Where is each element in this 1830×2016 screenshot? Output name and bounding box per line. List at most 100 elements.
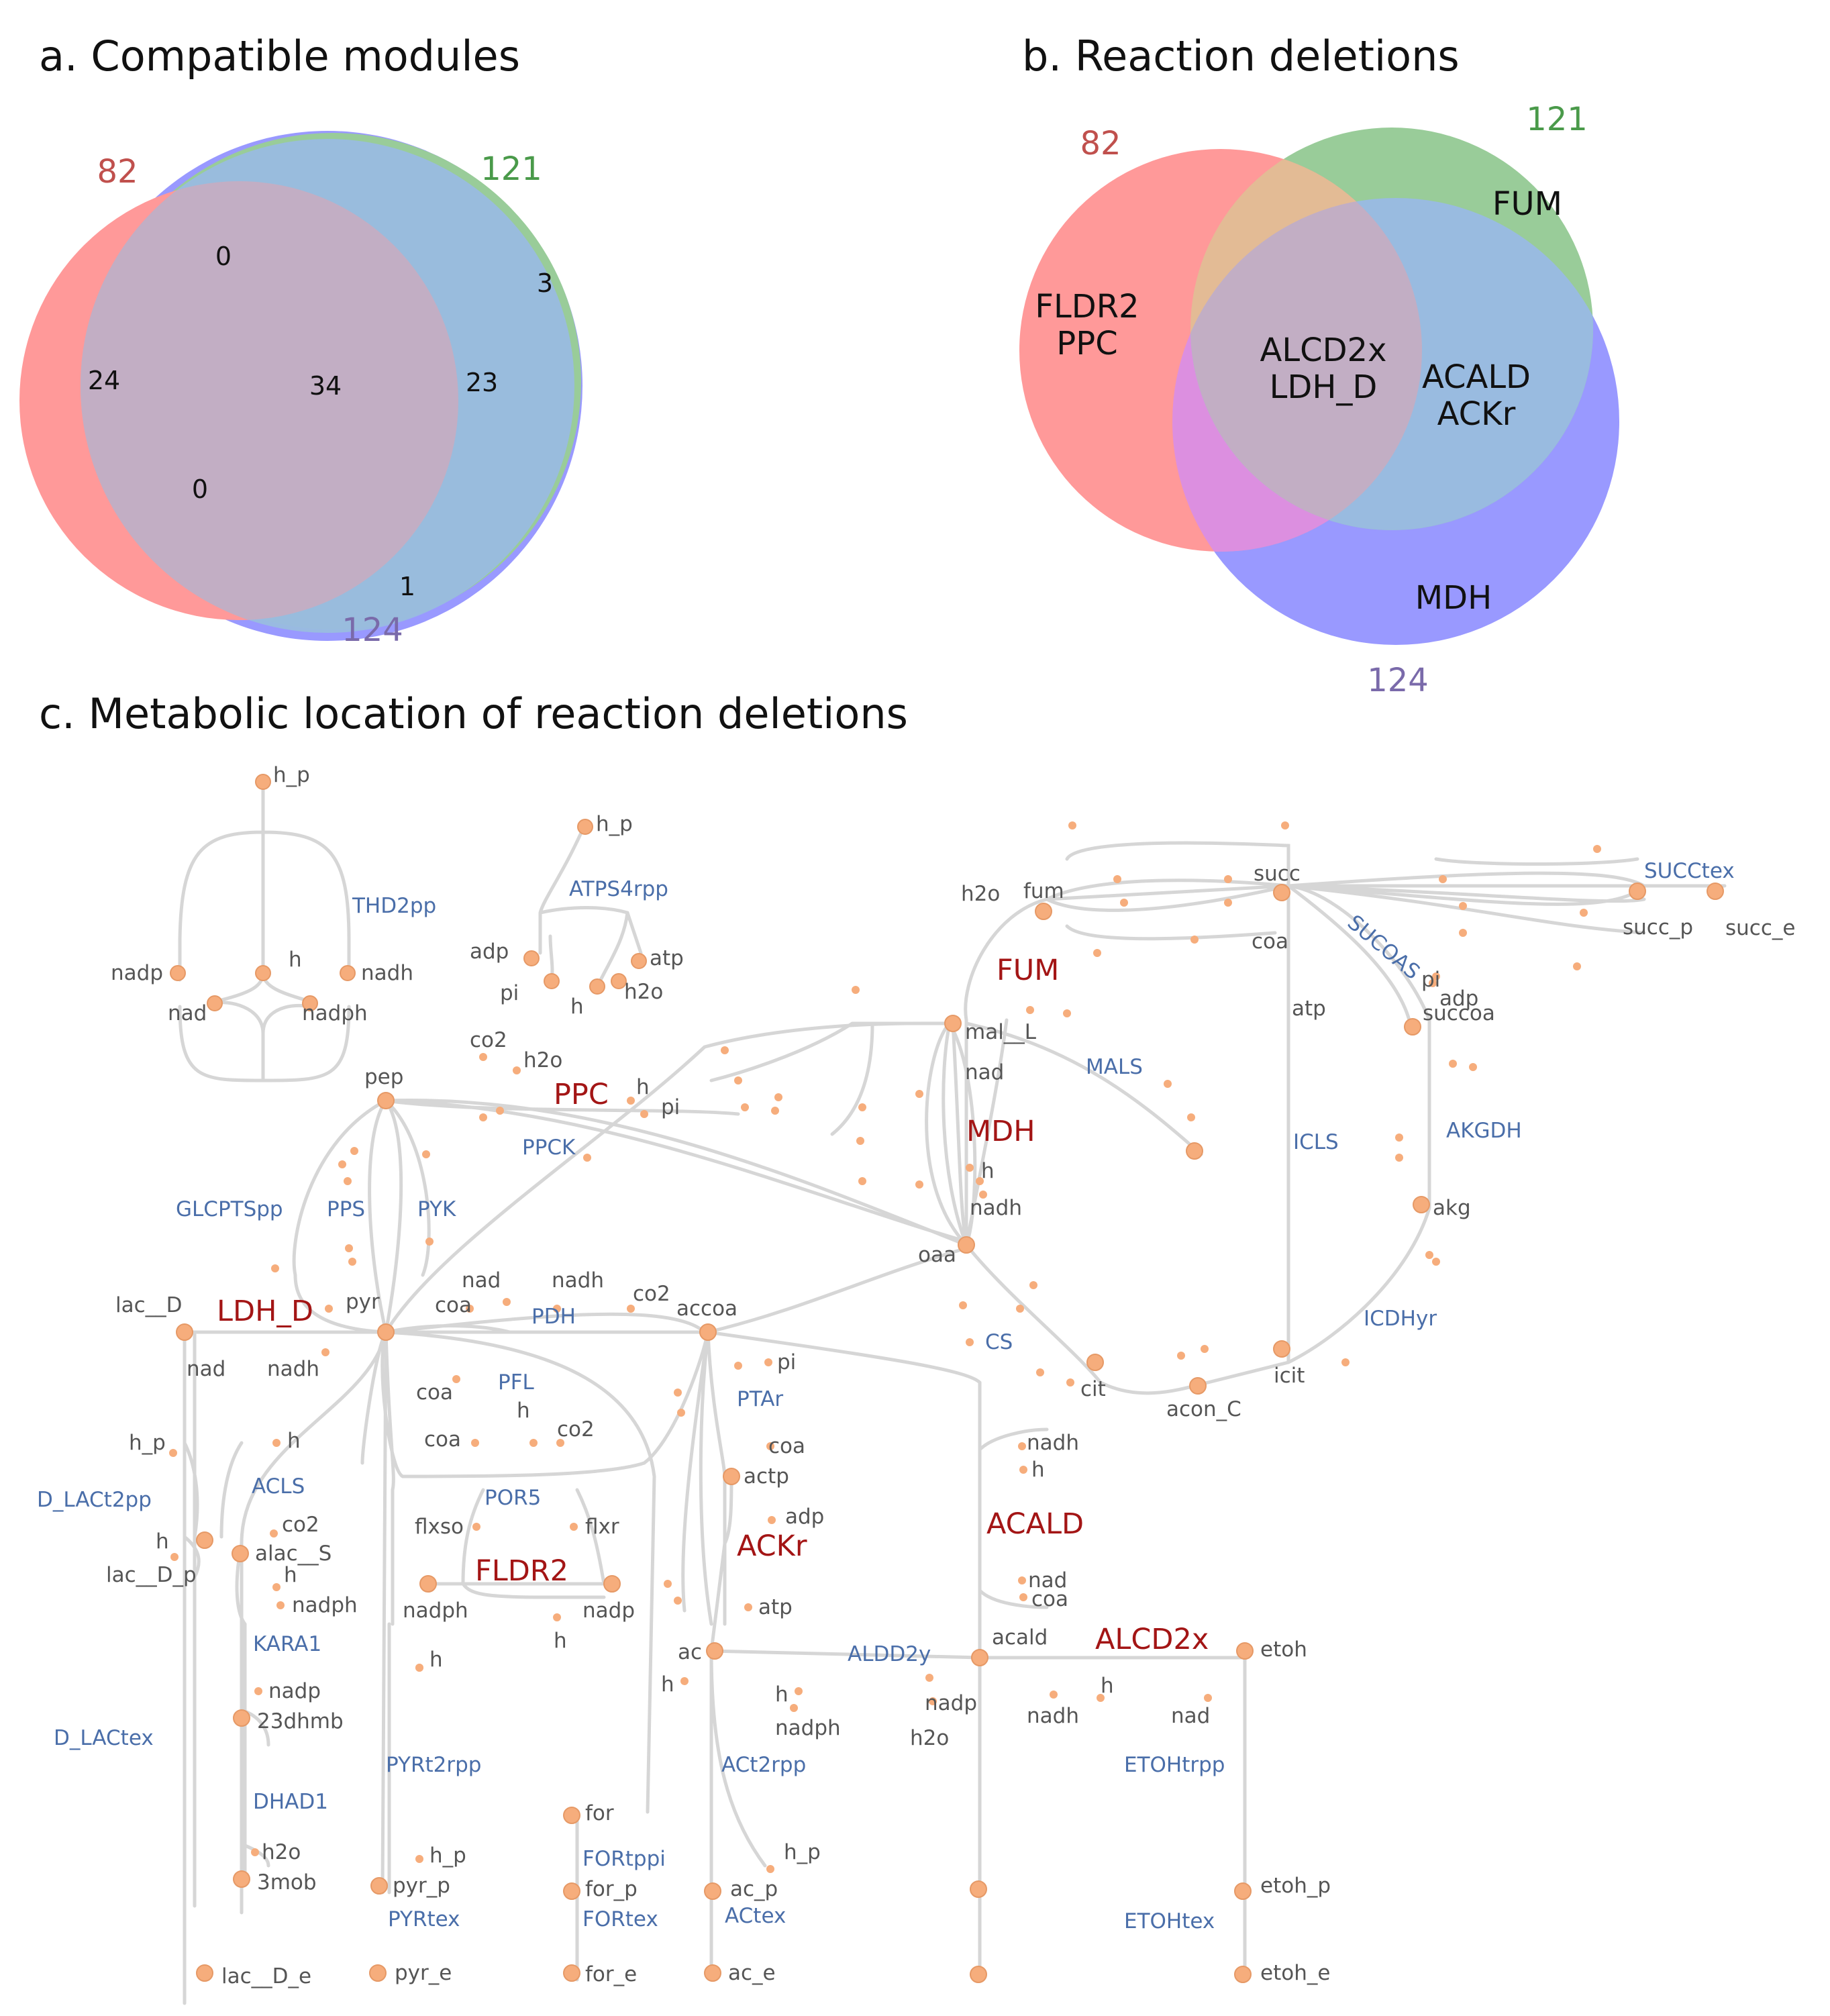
metabolite-label: etoh_p bbox=[1260, 1874, 1331, 1898]
panel-a-title: a. Compatible modules bbox=[39, 32, 520, 81]
metabolite-label: h bbox=[775, 1682, 789, 1707]
metabolite-label: ac_e bbox=[728, 1961, 776, 1985]
metabolite-label: h_p bbox=[129, 1431, 166, 1455]
metabolite-label: h2o bbox=[624, 980, 663, 1004]
metabolite-label: nadh bbox=[552, 1268, 604, 1293]
reaction-label: GLCPTSpp bbox=[176, 1197, 283, 1221]
venn-a-green-blue: 23 bbox=[466, 368, 498, 397]
deletion-PPC: PPC bbox=[554, 1078, 609, 1111]
reaction-label: ACtex bbox=[725, 1904, 786, 1928]
metabolite-label: nad bbox=[462, 1268, 501, 1293]
metabolite-label: pep bbox=[364, 1065, 403, 1089]
metabolite-label: pyr bbox=[346, 1290, 380, 1314]
deletion-LDH_D: LDH_D bbox=[217, 1295, 313, 1328]
metabolite-label: nadh bbox=[361, 961, 413, 985]
deletion-FLDR2: FLDR2 bbox=[475, 1554, 568, 1588]
metabolite-label: succ bbox=[1254, 862, 1301, 886]
venn-a-red-blue: 0 bbox=[192, 474, 208, 504]
reaction-label: PYK bbox=[417, 1197, 456, 1221]
metabolite-label: alac__S bbox=[255, 1542, 332, 1566]
metabolite-label: nad bbox=[965, 1060, 1004, 1085]
metabolite-label: fum bbox=[1023, 879, 1064, 903]
reaction-label: AKGDH bbox=[1446, 1119, 1522, 1143]
metabolite-label: coa bbox=[435, 1293, 472, 1317]
metabolite-label: acald bbox=[992, 1625, 1048, 1650]
metabolite-label: coa bbox=[424, 1427, 461, 1452]
metabolite-label: h bbox=[636, 1075, 650, 1099]
panel-c: c. Metabolic location of reaction deleti… bbox=[37, 689, 1795, 2005]
reaction-label: ICDHyr bbox=[1364, 1307, 1437, 1331]
reaction-label: PPS bbox=[327, 1197, 365, 1221]
metabolite-label: flxso bbox=[415, 1515, 464, 1539]
reaction-label: PDH bbox=[531, 1305, 576, 1329]
reaction-label: THD2pp bbox=[352, 894, 436, 918]
reaction-label: MALS bbox=[1086, 1055, 1143, 1079]
metabolite-label: co2 bbox=[557, 1417, 595, 1442]
panel-b-title: b. Reaction deletions bbox=[1022, 32, 1460, 81]
metabolite-label: nadp bbox=[582, 1599, 635, 1623]
metabolite-label: nad bbox=[1171, 1704, 1210, 1728]
metabolite-label: nadph bbox=[775, 1716, 841, 1740]
metabolite-label: adp bbox=[470, 940, 509, 964]
reaction-label: ETOHtex bbox=[1124, 1909, 1215, 1933]
metabolite-label: pyr_p bbox=[393, 1874, 450, 1898]
reaction-label: ICLS bbox=[1293, 1130, 1339, 1154]
metabolite-label: h bbox=[156, 1529, 169, 1554]
metabolite-label: nadp bbox=[111, 961, 163, 985]
metabolite-label: coa bbox=[768, 1434, 805, 1458]
metabolite-label: h bbox=[554, 1629, 567, 1653]
metabolite-label: etoh_e bbox=[1260, 1961, 1330, 1985]
metabolite-label: nadh bbox=[1027, 1431, 1079, 1455]
pathway-edges bbox=[178, 780, 1727, 2005]
venn-b-blue-only: MDH bbox=[1415, 579, 1492, 617]
metabolite-label: succoa bbox=[1423, 1001, 1495, 1025]
metabolite-label: h_p bbox=[596, 812, 633, 836]
metabolite-label: h_p bbox=[784, 1840, 821, 1864]
metabolite-label: h2o bbox=[961, 882, 1000, 906]
deletion-MDH: MDH bbox=[966, 1115, 1035, 1148]
metabolite-label: adp bbox=[1439, 987, 1478, 1011]
metabolite-label: atp bbox=[1292, 997, 1326, 1021]
metabolite-label: nad bbox=[187, 1357, 225, 1381]
venn-b-total-red: 82 bbox=[1080, 125, 1121, 162]
metabolite-label: ac_p bbox=[730, 1877, 778, 1901]
metabolite-label: lac__D bbox=[115, 1293, 183, 1317]
metabolite-label: 23dhmb bbox=[257, 1709, 344, 1733]
metabolite-label: cit bbox=[1080, 1377, 1106, 1401]
metabolite-label: h bbox=[517, 1399, 530, 1423]
metabolite-label: for_e bbox=[585, 1962, 637, 1986]
metabolite-nodes bbox=[170, 774, 1724, 1983]
metabolite-label: h bbox=[661, 1672, 674, 1697]
deletion-ACALD: ACALD bbox=[986, 1507, 1084, 1541]
reaction-label: ALDD2y bbox=[848, 1642, 931, 1666]
metabolite-label: actp bbox=[744, 1464, 789, 1489]
metabolite-label: nad bbox=[168, 1001, 207, 1025]
metabolite-label: icit bbox=[1274, 1364, 1305, 1388]
metabolite-label: pi bbox=[500, 981, 519, 1005]
reaction-label: ETOHtrpp bbox=[1124, 1753, 1225, 1777]
venn-b-green-only: FUM bbox=[1492, 185, 1562, 223]
venn-b-all-2: LDH_D bbox=[1270, 368, 1378, 406]
metabolite-label: nad bbox=[1028, 1568, 1067, 1593]
venn-a-red-only: 24 bbox=[88, 366, 120, 395]
venn-b-total-blue: 124 bbox=[1367, 662, 1429, 699]
metabolite-label: h bbox=[287, 1429, 301, 1453]
metabolite-label: atp bbox=[758, 1595, 793, 1619]
venn-b-red-only-1: FLDR2 bbox=[1035, 288, 1139, 325]
venn-b-green-blue-1: ACALD bbox=[1422, 358, 1531, 396]
metabolite-label: h bbox=[570, 995, 584, 1019]
panel-c-title: c. Metabolic location of reaction deleti… bbox=[39, 689, 908, 738]
metabolite-label: h bbox=[429, 1648, 443, 1672]
reaction-label: CS bbox=[985, 1330, 1013, 1354]
metabolite-label: ac bbox=[678, 1640, 702, 1664]
reaction-label: ACLS bbox=[252, 1474, 305, 1499]
metabolite-label: coa bbox=[416, 1380, 453, 1405]
metabolite-label: h bbox=[1031, 1458, 1045, 1482]
metabolite-label: nadh bbox=[1027, 1704, 1079, 1728]
reaction-label: PPCK bbox=[522, 1136, 576, 1160]
venn-a-total-green: 121 bbox=[480, 150, 542, 188]
metabolite-label: h bbox=[1101, 1674, 1114, 1698]
metabolite-label: nadph bbox=[292, 1593, 358, 1617]
reaction-label: PYRt2rpp bbox=[386, 1753, 481, 1777]
venn-b-total-green: 121 bbox=[1526, 101, 1588, 138]
